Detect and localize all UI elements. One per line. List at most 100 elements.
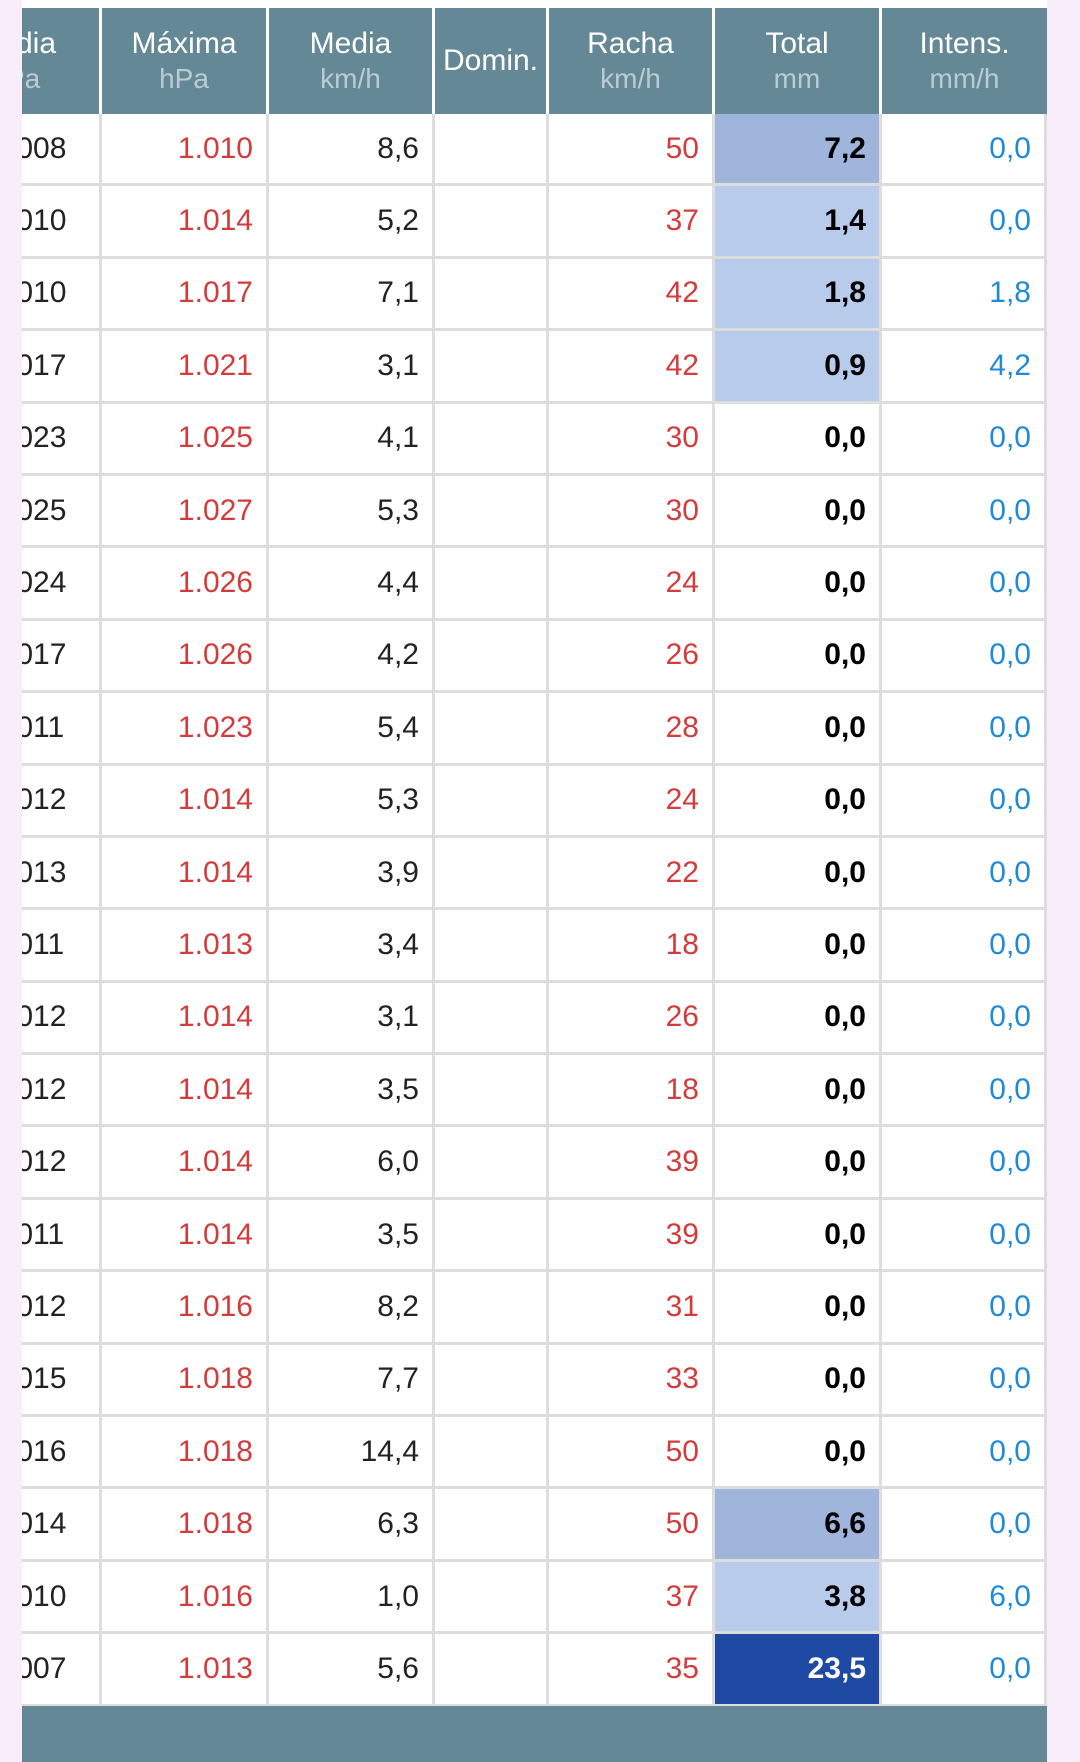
pressure-max-cell: 1.023 xyxy=(102,693,269,766)
wind-media-cell: 6,0 xyxy=(269,1127,435,1200)
header-pressure-media[interactable]: dia Pa xyxy=(22,8,102,114)
rain-total-cell: 3,8 xyxy=(715,1561,882,1635)
pressure-max-cell: 1.016 xyxy=(102,1272,269,1345)
cell-value: 50 xyxy=(665,1507,699,1541)
pressure-media-cell: .013 xyxy=(22,837,102,911)
wind-gust-cell: 24 xyxy=(549,548,715,621)
cell-value: 7,1 xyxy=(377,276,419,310)
header-wind-gust[interactable]: Racha km/h xyxy=(549,8,715,114)
header-wind-dominant[interactable]: Domin. xyxy=(435,8,549,114)
wind-dominant-cell xyxy=(435,186,549,259)
rain-intensity-cell: 0,0 xyxy=(882,837,1047,911)
weather-table-container: dia Pa Máxima hPa Media km/h Domin. Rach… xyxy=(22,0,1047,1762)
cell-value: .013 xyxy=(22,855,67,889)
wind-dominant-cell xyxy=(435,1127,549,1200)
pressure-media-cell: .023 xyxy=(22,403,102,476)
cell-value: 1,8 xyxy=(989,276,1031,310)
cell-value: .014 xyxy=(22,1507,67,1541)
cell-value: 0,0 xyxy=(989,783,1031,817)
rain-total-cell: 0,0 xyxy=(715,1127,882,1200)
wind-gust-cell: 37 xyxy=(549,186,715,259)
rain-intensity-cell: 0,0 xyxy=(882,1417,1047,1490)
pressure-media-cell: .014 xyxy=(22,1489,102,1562)
cell-value: .012 xyxy=(22,1072,67,1106)
cell-value: 6,3 xyxy=(377,1507,419,1541)
wind-gust-cell: 50 xyxy=(549,1417,715,1490)
header-wind-media[interactable]: Media km/h xyxy=(269,8,435,114)
table-row: .012 1.016 8,2 31 0,0 0,0 xyxy=(22,1272,1047,1345)
header-name: Intens. xyxy=(919,27,1010,60)
cell-value: 26 xyxy=(665,638,699,672)
rain-intensity-cell: 0,0 xyxy=(882,1489,1047,1562)
cell-value: 3,1 xyxy=(377,1000,419,1034)
cell-value: 3,9 xyxy=(377,855,419,889)
rain-total-cell: 23,5 xyxy=(715,1634,882,1707)
header-rain-intensity[interactable]: Intens. mm/h xyxy=(882,8,1047,114)
cell-value: 5,3 xyxy=(377,783,419,817)
pressure-media-cell: .012 xyxy=(22,1055,102,1128)
table-row: .007 1.013 5,6 35 23,5 0,0 xyxy=(22,1634,1047,1707)
table-row: .015 1.018 7,7 33 0,0 0,0 xyxy=(22,1344,1047,1418)
cell-value: .012 xyxy=(22,1289,67,1323)
table-row: .011 1.014 3,5 39 0,0 0,0 xyxy=(22,1199,1047,1273)
pressure-media-cell: .012 xyxy=(22,1272,102,1345)
pressure-max-cell: 1.018 xyxy=(102,1417,269,1490)
rain-intensity-cell: 0,0 xyxy=(882,114,1047,187)
cell-value: 0,0 xyxy=(824,638,866,672)
cell-value: 1.013 xyxy=(177,1651,253,1685)
cell-value: 39 xyxy=(665,1145,699,1179)
header-rain-total[interactable]: Total mm xyxy=(715,8,882,114)
wind-gust-cell: 24 xyxy=(549,765,715,838)
header-unit: km/h xyxy=(320,63,381,94)
rain-total-cell: 0,0 xyxy=(715,1272,882,1345)
cell-value: 42 xyxy=(665,348,699,382)
pressure-media-cell: .025 xyxy=(22,475,102,549)
cell-value: 31 xyxy=(665,1289,699,1323)
cell-value: .008 xyxy=(22,131,67,165)
cell-value: .011 xyxy=(22,927,65,961)
header-name: Total xyxy=(765,27,829,60)
cell-value: .012 xyxy=(22,783,67,817)
cell-value: .011 xyxy=(22,710,65,744)
cell-value: 1.025 xyxy=(177,421,253,455)
rain-total-cell: 0,0 xyxy=(715,693,882,766)
rain-total-cell: 0,0 xyxy=(715,620,882,694)
cell-value: 1.014 xyxy=(177,855,253,889)
pressure-media-cell: .011 xyxy=(22,910,102,983)
cell-value: .025 xyxy=(22,493,67,527)
rain-intensity-cell: 0,0 xyxy=(882,475,1047,549)
wind-gust-cell: 35 xyxy=(549,1634,715,1707)
cell-value: 0,0 xyxy=(989,855,1031,889)
cell-value: 1.018 xyxy=(177,1362,253,1396)
pressure-max-cell: 1.021 xyxy=(102,331,269,404)
top-border xyxy=(22,0,1047,8)
pressure-max-cell: 1.017 xyxy=(102,258,269,332)
wind-dominant-cell xyxy=(435,1272,549,1345)
cell-value: 37 xyxy=(665,1579,699,1613)
cell-value: 0,0 xyxy=(989,1000,1031,1034)
cell-value: 3,4 xyxy=(377,927,419,961)
wind-media-cell: 5,2 xyxy=(269,186,435,259)
cell-value: 1.013 xyxy=(177,927,253,961)
pressure-max-cell: 1.014 xyxy=(102,1199,269,1273)
cell-value: .012 xyxy=(22,1145,67,1179)
wind-media-cell: 8,6 xyxy=(269,114,435,187)
header-pressure-max[interactable]: Máxima hPa xyxy=(102,8,269,114)
cell-value: .010 xyxy=(22,276,67,310)
rain-intensity-cell: 0,0 xyxy=(882,1272,1047,1345)
wind-media-cell: 8,2 xyxy=(269,1272,435,1345)
pressure-max-cell: 1.013 xyxy=(102,1634,269,1707)
cell-value: 3,8 xyxy=(824,1579,866,1613)
wind-dominant-cell xyxy=(435,1417,549,1490)
cell-value: 0,0 xyxy=(824,1072,866,1106)
cell-value: 39 xyxy=(665,1217,699,1251)
pressure-media-cell: .008 xyxy=(22,114,102,187)
cell-value: 4,4 xyxy=(377,566,419,600)
wind-dominant-cell xyxy=(435,258,549,332)
wind-dominant-cell xyxy=(435,114,549,187)
cell-value: 28 xyxy=(665,710,699,744)
pressure-media-cell: .017 xyxy=(22,331,102,404)
cell-value: 8,6 xyxy=(377,131,419,165)
wind-gust-cell: 37 xyxy=(549,1561,715,1635)
wind-media-cell: 1,0 xyxy=(269,1561,435,1635)
